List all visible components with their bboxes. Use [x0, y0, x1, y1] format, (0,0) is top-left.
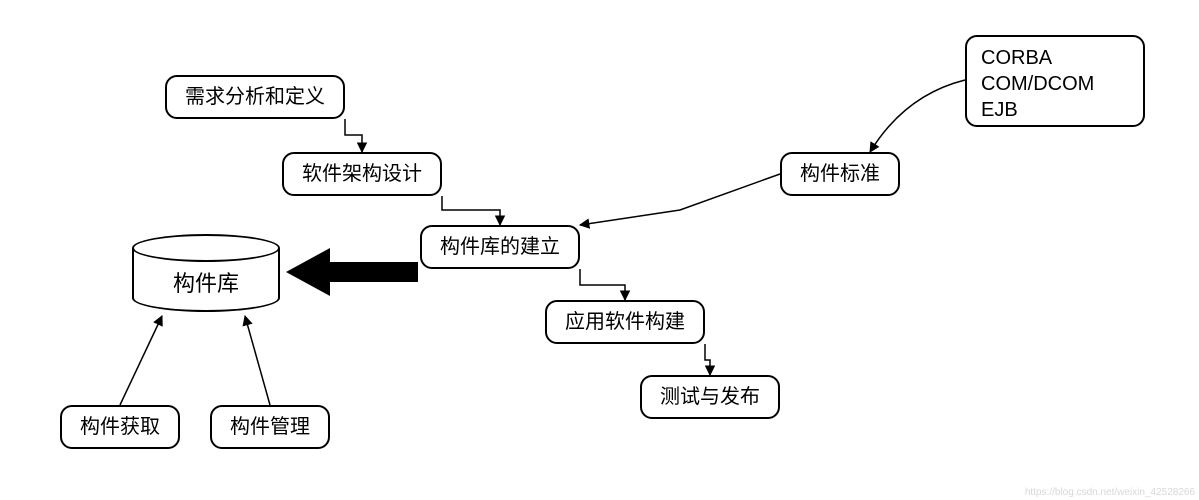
cylinder-label: 构件库	[134, 266, 278, 298]
node-label: 构件库的建立	[440, 234, 560, 260]
node-component-standard: 构件标准	[780, 152, 900, 196]
edge-standard-build	[580, 174, 780, 225]
cylinder-body: 构件库	[132, 248, 280, 312]
cylinder-top-ellipse	[132, 234, 280, 262]
node-requirements: 需求分析和定义	[165, 75, 345, 119]
node-app-dev: 应用软件构建	[545, 300, 705, 344]
edge-build-appdev	[580, 269, 625, 300]
node-component-acquire: 构件获取	[60, 405, 180, 449]
edge-arch-build	[442, 196, 500, 225]
node-label: 测试与发布	[660, 384, 760, 410]
node-test-release: 测试与发布	[640, 375, 780, 419]
node-label: 软件架构设计	[302, 161, 422, 187]
node-standards-list: CORBACOM/DCOMEJB	[965, 35, 1145, 127]
node-label: CORBACOM/DCOMEJB	[981, 45, 1094, 123]
watermark-text: https://blog.csdn.net/weixin_42528266	[1025, 487, 1195, 498]
edge-stdslist-standard	[870, 80, 965, 152]
node-component-manage: 构件管理	[210, 405, 330, 449]
edge-manage-cyl	[245, 316, 270, 405]
node-label: 构件标准	[800, 161, 880, 187]
edge-reqs-arch	[345, 119, 362, 152]
node-label: 构件获取	[80, 414, 160, 440]
cylinder-component-repo: 构件库	[132, 248, 280, 312]
node-component-lib-build: 构件库的建立	[420, 225, 580, 269]
node-label: 需求分析和定义	[185, 84, 325, 110]
edge-acquire-cyl	[120, 316, 162, 405]
edge-appdev-test	[705, 344, 710, 375]
node-label: 构件管理	[230, 414, 310, 440]
node-architecture: 软件架构设计	[282, 152, 442, 196]
edge-build-cyl-thick	[286, 248, 418, 296]
node-label: 应用软件构建	[565, 309, 685, 335]
